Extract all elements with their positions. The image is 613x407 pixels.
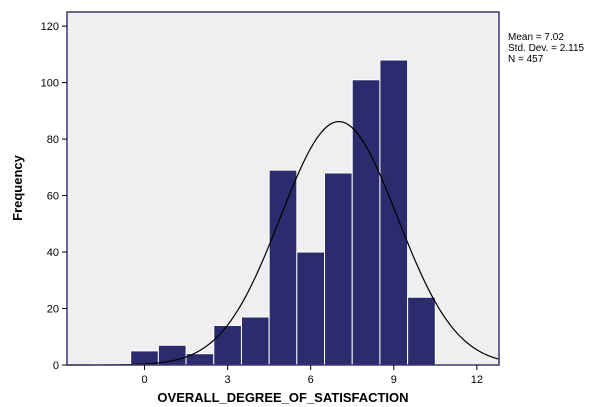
x-tick-label: 9 <box>391 374 397 386</box>
stats-std-dev: Std. Dev. = 2.115 <box>508 43 585 54</box>
histogram-bar <box>379 59 409 366</box>
y-tick-label: 100 <box>41 78 59 90</box>
histogram-bar <box>351 79 381 366</box>
stats-mean: Mean = 7.02 <box>508 32 564 43</box>
plot-frame <box>66 11 500 366</box>
histogram-bar <box>296 251 326 366</box>
histogram-bar <box>268 169 298 366</box>
y-tick-label: 40 <box>47 247 59 259</box>
y-tick-label: 0 <box>53 360 59 372</box>
histogram-bar <box>407 296 436 366</box>
x-axis-label: OVERALL_DEGREE_OF_SATISFACTION <box>157 390 408 405</box>
x-tick-label: 6 <box>308 374 314 386</box>
y-axis-label: Frequency <box>10 154 25 221</box>
histogram-bar <box>213 324 242 366</box>
y-tick-label: 80 <box>47 134 59 146</box>
x-tick-label: 3 <box>225 374 231 386</box>
stats-n: N = 457 <box>508 54 544 65</box>
histogram-bar <box>324 172 353 366</box>
x-tick-label: 0 <box>141 374 147 386</box>
y-tick-label: 60 <box>47 191 59 203</box>
y-tick-label: 120 <box>41 21 59 33</box>
y-tick-label: 20 <box>47 304 59 316</box>
x-tick-label: 12 <box>471 374 483 386</box>
histogram-bar <box>240 316 270 366</box>
